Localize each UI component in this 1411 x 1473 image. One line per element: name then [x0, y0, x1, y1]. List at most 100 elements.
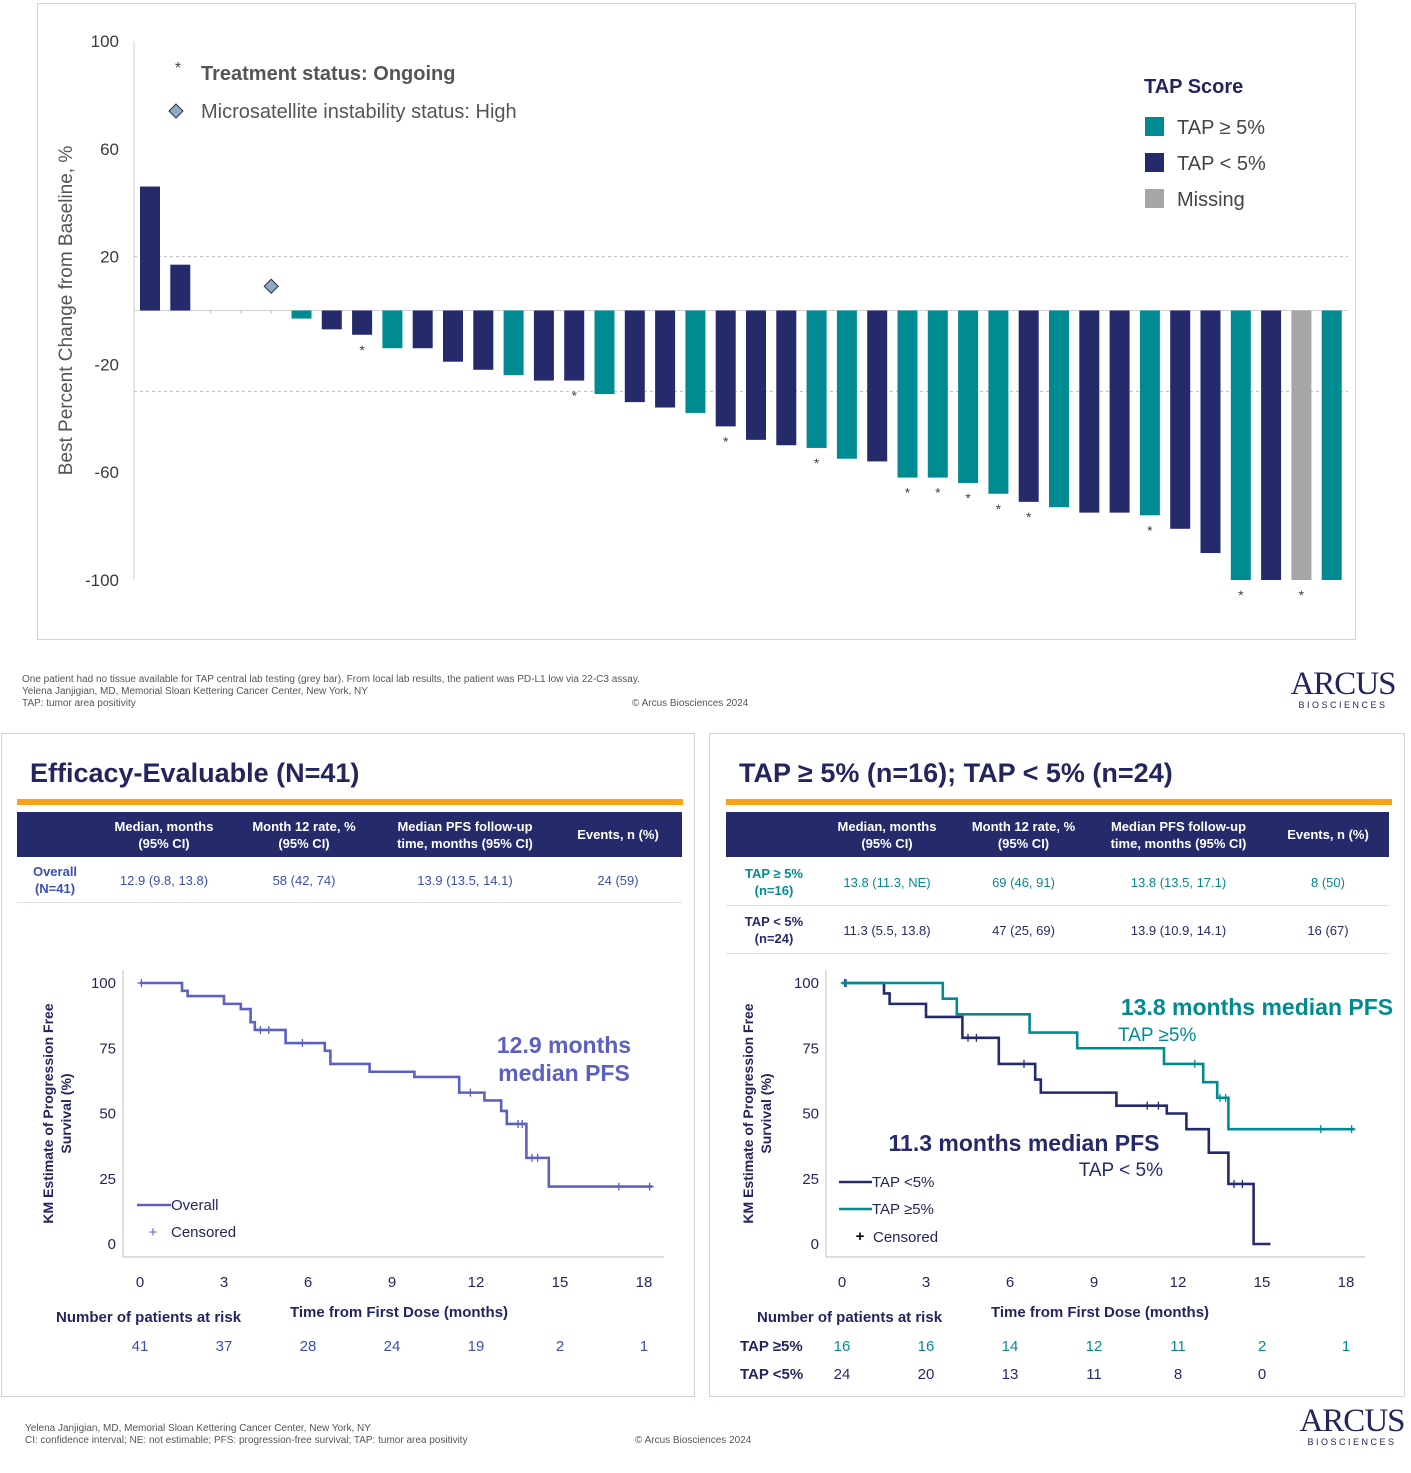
waterfall-bar	[1321, 310, 1342, 580]
arcus-logo-bottom: ARCUS BIOSCIENCES	[1298, 1403, 1406, 1448]
risk-count: 41	[132, 1338, 149, 1355]
km-curve	[842, 981, 1271, 1246]
km-x-tick-label: 6	[1006, 1274, 1014, 1291]
waterfall-bar	[746, 310, 766, 440]
ongoing-marker: *	[1299, 587, 1305, 603]
header-text: Month 12 rate, % (95% CI)	[971, 818, 1076, 851]
footnotes-bottom: Yelena Janjigian, MD, Memorial Sloan Ket…	[25, 1423, 468, 1447]
km-censor-mark	[1230, 1179, 1238, 1188]
km-censor-mark	[256, 1025, 265, 1034]
efficacy-table-header: Median, months (95% CI) Month 12 rate, %(…	[17, 812, 682, 857]
footnote-line: Yelena Janjigian, MD, Memorial Sloan Ket…	[22, 686, 368, 697]
header-events: Events, n (%)	[557, 812, 679, 857]
km-censor-mark	[1154, 1101, 1163, 1110]
ongoing-marker: *	[1026, 509, 1032, 525]
legend-label: Missing	[1177, 189, 1245, 211]
logo-wordmark: ARCUS	[1290, 666, 1396, 702]
cell-month12: 47 (25, 69)	[992, 922, 1055, 938]
table-row: TAP ≥ 5% (n=16) 13.8 (11.3, NE) 69 (46, 9…	[726, 858, 1389, 906]
header-followup: Median PFS follow-up time, months (95% CI…	[1096, 812, 1261, 857]
annotation-high-group: TAP ≥5%	[1118, 1025, 1196, 1046]
waterfall-bar	[443, 310, 463, 362]
annotation-msi: Microsatellite instability status: High	[201, 101, 517, 123]
logo-subtitle: BIOSCIENCES	[1298, 700, 1388, 710]
risk-count: 19	[468, 1338, 485, 1355]
cell-events: 24 (59)	[597, 872, 639, 888]
ongoing-marker: *	[723, 433, 729, 449]
km-y-tick-label: 100	[91, 975, 116, 992]
asterisk-icon: *	[175, 60, 181, 77]
ongoing-marker: *	[996, 501, 1002, 517]
waterfall-bar	[382, 310, 403, 349]
waterfall-bar	[564, 310, 585, 381]
km-x-tick-label: 3	[220, 1274, 228, 1291]
risk-count: 0	[1258, 1366, 1266, 1383]
km-y-tick-label: 100	[794, 975, 819, 992]
header-events: Events, n (%)	[1268, 812, 1388, 857]
waterfall-bar	[715, 310, 736, 427]
cell-median: 11.3 (5.5, 13.8)	[843, 922, 931, 938]
km-censor-mark	[137, 979, 146, 987]
annotation-low-group: TAP < 5%	[1079, 1160, 1163, 1181]
waterfall-bar	[806, 310, 827, 448]
waterfall-bar	[1049, 310, 1069, 508]
risk-table-title: Number of patients at risk	[757, 1309, 943, 1326]
header-month12: Month 12 rate, % (95% CI)	[956, 812, 1091, 857]
waterfall-bar	[1261, 310, 1282, 580]
km-censor-mark	[1238, 1179, 1247, 1188]
km-censor-mark	[964, 1033, 972, 1042]
legend-censored-label: Censored	[873, 1229, 938, 1246]
km-x-tick-label: 18	[636, 1274, 653, 1291]
km-y-tick-label: 0	[811, 1236, 819, 1253]
censor-plus-icon: +	[149, 1224, 158, 1241]
km-y-tick-label: 25	[99, 1171, 116, 1188]
footnotes-top: One patient had no tissue available for …	[22, 674, 640, 710]
risk-count: 14	[1002, 1338, 1019, 1355]
km-y-axis-title: Survival (%)	[758, 1073, 774, 1153]
risk-count: 20	[918, 1366, 935, 1383]
km-y-tick-label: 25	[802, 1171, 819, 1188]
waterfall-panel	[37, 3, 1356, 640]
cell-month12: 69 (46, 91)	[992, 874, 1055, 890]
km-censor-mark	[1347, 1125, 1356, 1134]
logo-wordmark: ARCUS	[1299, 1403, 1405, 1439]
risk-count: 2	[1258, 1338, 1266, 1355]
risk-count: 28	[300, 1338, 317, 1355]
row-label: Overall (N=41)	[32, 864, 78, 896]
header-followup: Median PFS follow-up time, months (95% CI…	[379, 812, 551, 857]
footnote-line: CI: confidence interval; NE: not estimab…	[25, 1435, 468, 1446]
waterfall-chart: 100 60 20 -20 -60 -100 Best Percent Change fro…	[56, 32, 1348, 603]
waterfall-bar	[140, 186, 160, 311]
waterfall-bar	[1200, 310, 1221, 554]
y-tick-label: -20	[94, 355, 119, 374]
km-x-tick-label: 9	[388, 1274, 396, 1291]
risk-count: 24	[834, 1366, 851, 1383]
waterfall-bar	[897, 310, 918, 478]
km-censor-mark	[298, 1039, 307, 1048]
y-tick-label: 60	[100, 140, 119, 159]
copyright-top: © Arcus Biosciences 2024	[632, 698, 749, 709]
km-x-tick-label: 9	[1090, 1274, 1098, 1291]
waterfall-bar	[170, 264, 191, 311]
cell-median: 12.9 (9.8, 13.8)	[119, 872, 209, 888]
km-censor-mark	[466, 1088, 475, 1097]
km-x-tick-label: 18	[1338, 1274, 1355, 1291]
waterfall-bar	[594, 310, 615, 395]
waterfall-bar	[473, 310, 494, 370]
cell-median: 13.8 (11.3, NE)	[843, 874, 931, 890]
tap-panel-title: TAP ≥ 5% (n=16); TAP < 5% (n=24)	[739, 758, 1173, 788]
km-censor-mark	[1020, 1059, 1028, 1068]
km-censor-mark	[533, 1153, 542, 1162]
footnote-line: TAP: tumor area positivity	[22, 698, 136, 709]
km-censor-mark	[842, 979, 851, 987]
row-label: TAP ≥ 5% (n=16)	[745, 866, 803, 898]
waterfall-bar	[836, 310, 857, 459]
km-x-tick-label: 15	[552, 1274, 569, 1291]
risk-count: 11	[1170, 1338, 1186, 1355]
header-text: Median PFS follow-up time, months (95% CI…	[1110, 818, 1247, 851]
waterfall-bar	[321, 310, 342, 330]
km-x-tick-label: 15	[1254, 1274, 1271, 1291]
waterfall-bar	[927, 310, 948, 478]
risk-count: 13	[1002, 1366, 1019, 1383]
